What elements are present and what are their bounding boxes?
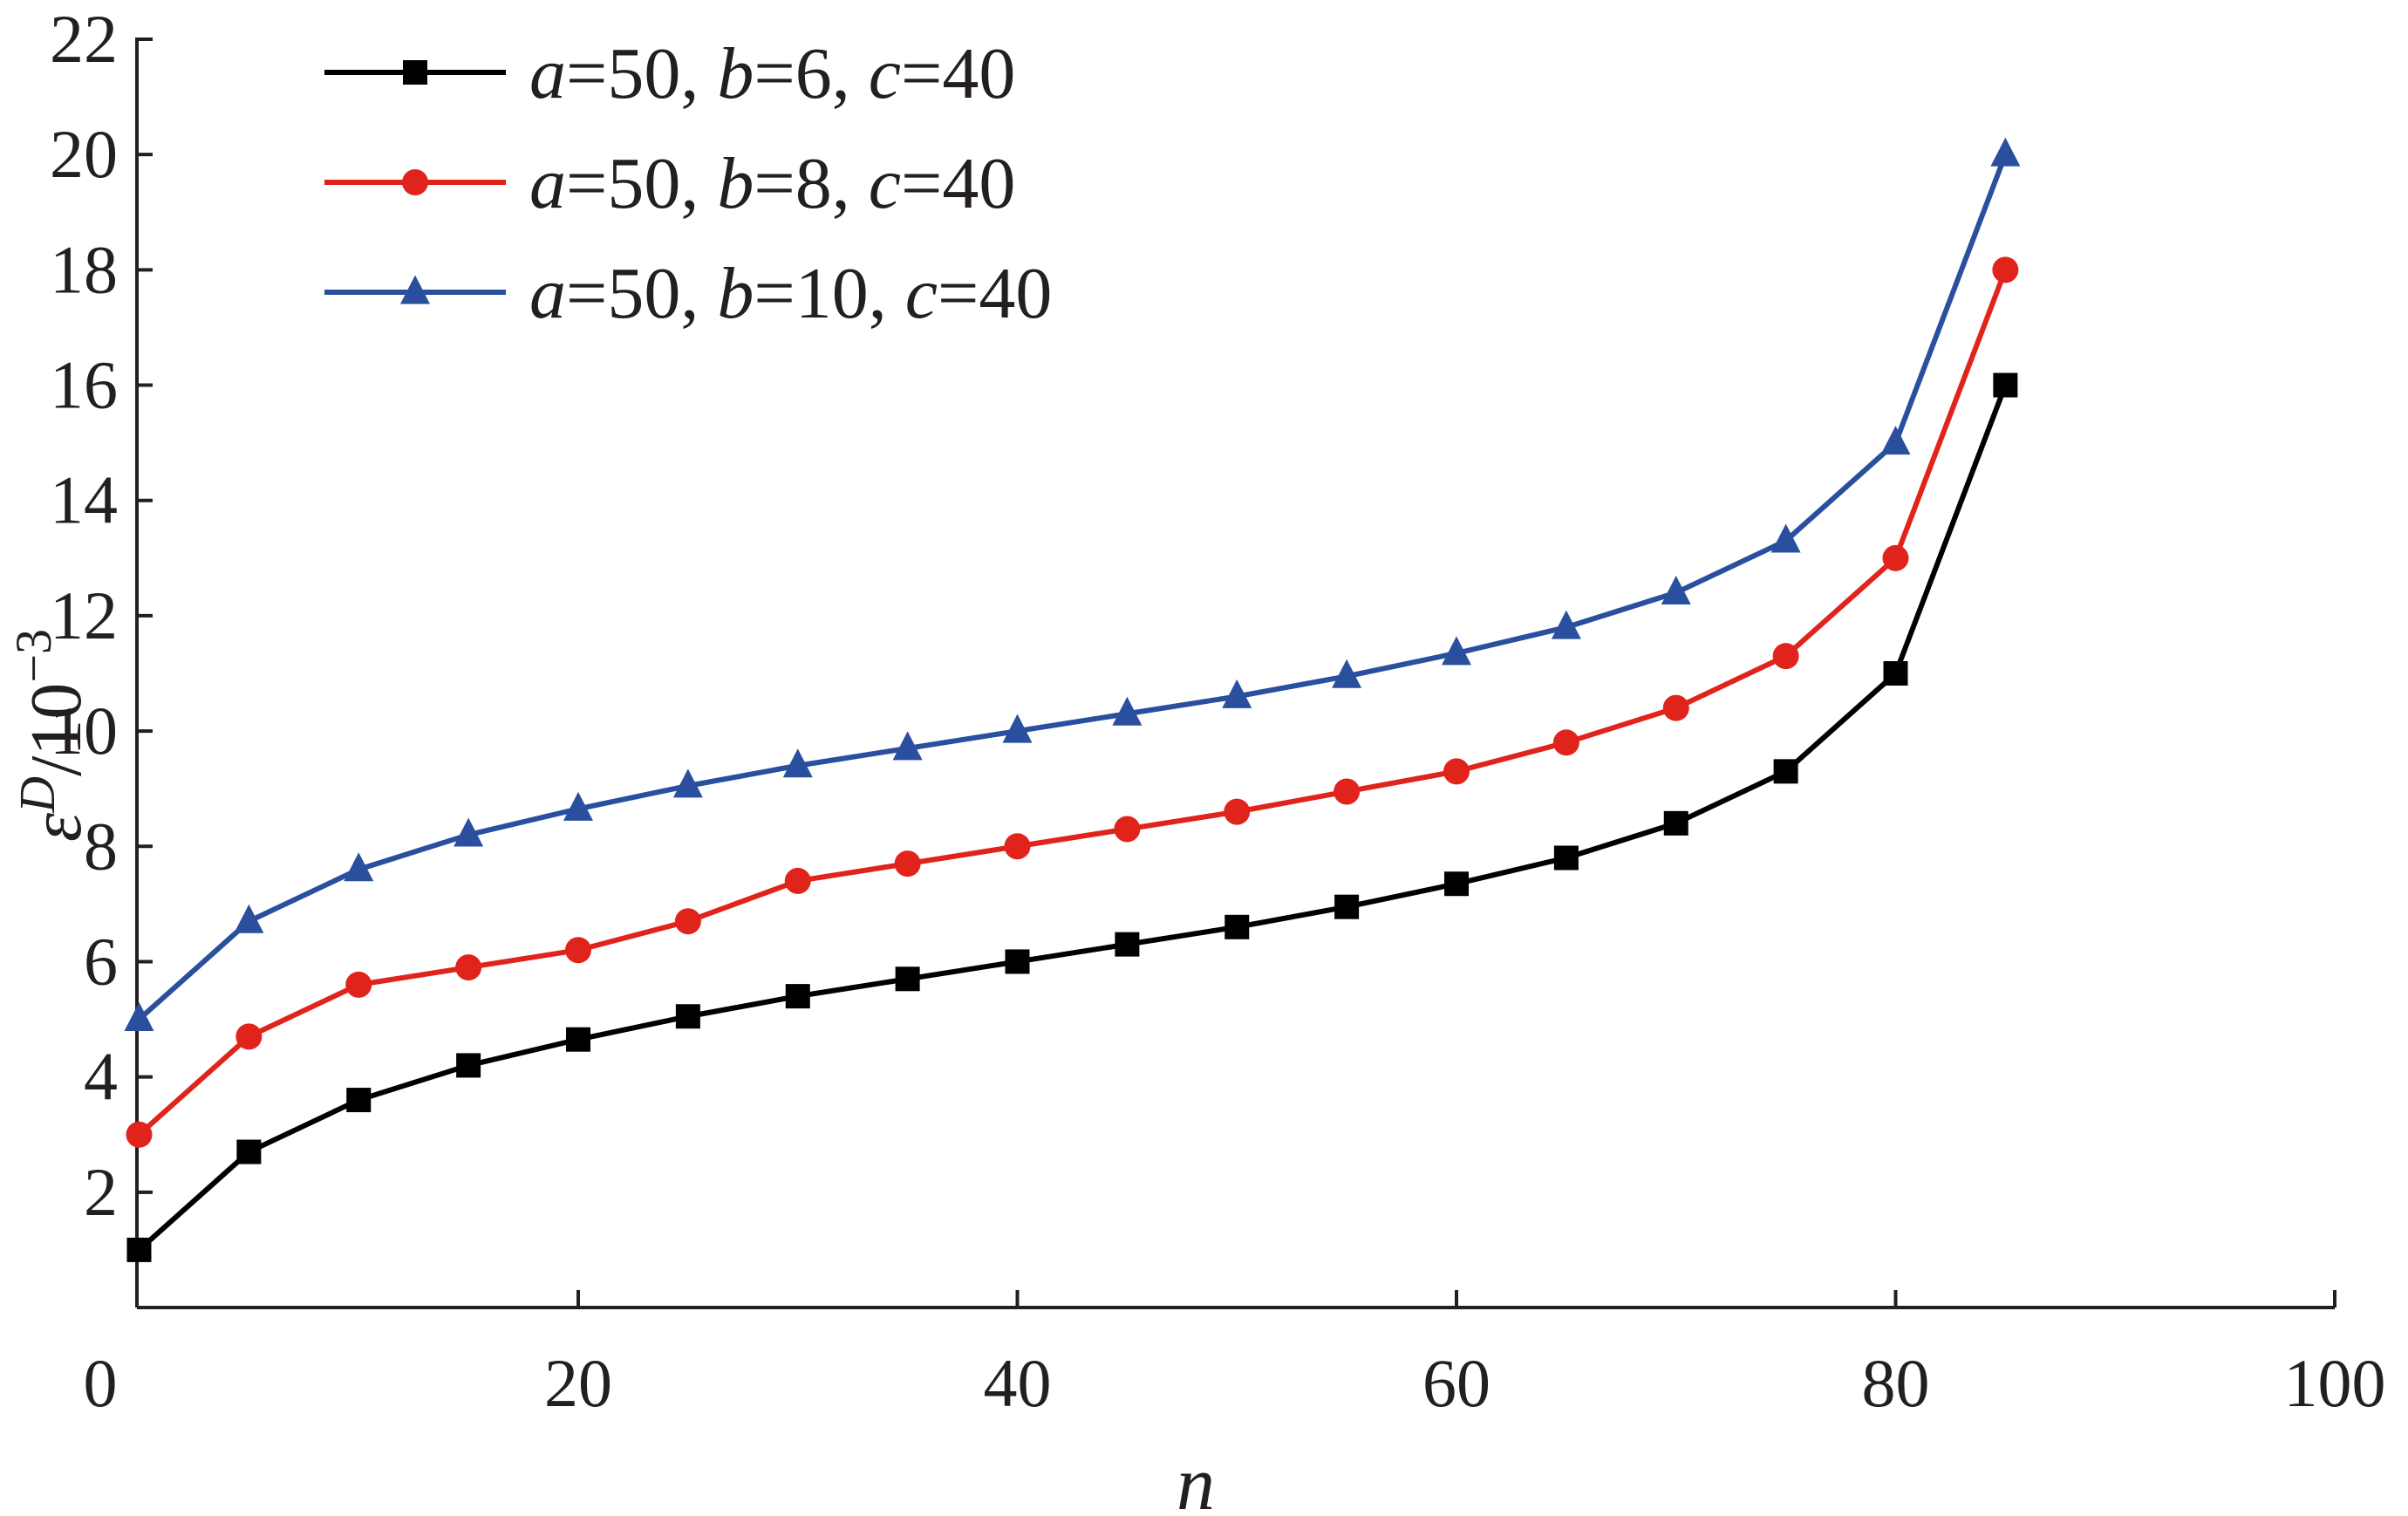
data-point — [456, 1053, 481, 1078]
legend-entry-2: a=50, b=8, c=40 — [324, 143, 1015, 224]
legend-label: a=50, b=6, c=40 — [529, 33, 1015, 114]
data-point — [1222, 679, 1252, 708]
data-point — [124, 1002, 154, 1032]
data-point — [1663, 810, 1688, 836]
y-tick-label: 22 — [50, 1, 118, 77]
data-point — [1114, 816, 1141, 843]
x-tick-label: 20 — [544, 1345, 612, 1421]
data-point — [1551, 610, 1581, 639]
data-point — [344, 852, 374, 882]
data-point — [1442, 636, 1471, 666]
y-tick-label: 10 — [50, 693, 118, 768]
data-point — [1115, 932, 1140, 957]
data-point — [345, 971, 372, 998]
data-point — [566, 1027, 590, 1052]
y-tick-label: 2 — [84, 1154, 118, 1230]
data-point — [1444, 871, 1469, 897]
y-tick-label: 12 — [50, 577, 118, 653]
data-point — [455, 954, 482, 981]
data-point — [892, 731, 923, 761]
y-tick-label: 8 — [84, 808, 118, 884]
data-point — [1224, 798, 1251, 825]
plot-area — [124, 137, 2021, 1262]
data-point — [454, 817, 484, 847]
legend-marker — [400, 275, 430, 304]
y-axis-title: εD/10−3 — [5, 629, 97, 842]
data-point — [895, 966, 920, 992]
data-point — [565, 937, 591, 964]
legend-entry-3: a=50, b=10, c=40 — [324, 253, 1052, 334]
legend: a=50, b=6, c=40 a=50, b=8, c=40 a=50, b=10… — [324, 33, 1052, 334]
data-point — [1773, 759, 1798, 784]
data-point — [675, 1004, 700, 1029]
y-tick-label: 18 — [50, 231, 118, 307]
data-point — [1334, 778, 1361, 805]
series-line — [137, 154, 2009, 1021]
legend-marker — [403, 60, 427, 85]
x-tick-label: 40 — [984, 1345, 1052, 1421]
data-point — [1002, 714, 1033, 743]
data-point — [1224, 914, 1250, 939]
x-tick-label: 80 — [1862, 1345, 1930, 1421]
data-point — [1112, 696, 1143, 726]
data-point — [1882, 544, 1909, 571]
series-line — [137, 384, 2009, 1253]
series-3 — [124, 137, 2021, 1032]
data-point — [563, 791, 593, 821]
data-point — [1662, 694, 1689, 721]
data-point — [1004, 833, 1031, 860]
y-tick-label: 20 — [50, 116, 118, 192]
axes: 2 4 6 8 10 12 14 16 18 20 22 0 20 40 60 80 100 n εD/10−3 — [5, 1, 2386, 1516]
data-point — [1883, 661, 1908, 686]
data-point — [1334, 894, 1360, 919]
y-tick-label: 16 — [50, 347, 118, 423]
data-point — [782, 748, 813, 778]
x-tick-label: 0 — [84, 1345, 118, 1421]
data-point — [674, 908, 701, 935]
data-point — [236, 1139, 262, 1164]
data-point — [1552, 729, 1579, 756]
legend-entry-1: a=50, b=6, c=40 — [324, 33, 1015, 114]
y-tick-label: 6 — [84, 923, 118, 999]
data-point — [235, 1023, 263, 1050]
data-point — [894, 850, 921, 878]
data-point — [346, 1088, 372, 1113]
data-point — [1770, 523, 1801, 553]
data-point — [126, 1237, 152, 1262]
data-point — [126, 1121, 153, 1148]
data-point — [1661, 575, 1691, 604]
legend-label: a=50, b=8, c=40 — [529, 143, 1015, 224]
data-point — [785, 984, 810, 1009]
data-point — [1880, 426, 1911, 455]
legend-marker — [402, 169, 428, 195]
y-tick-label: 14 — [50, 462, 118, 538]
data-point — [1553, 845, 1579, 871]
data-point — [1992, 256, 2019, 283]
x-tick-label: 60 — [1422, 1345, 1491, 1421]
data-point — [1993, 372, 2018, 398]
data-point — [234, 904, 264, 933]
data-point — [1990, 137, 2021, 167]
x-axis-title: n — [1177, 1442, 1215, 1516]
data-point — [1772, 643, 1799, 670]
data-point — [1332, 659, 1362, 688]
series-line — [137, 269, 2009, 1137]
data-point — [784, 867, 811, 894]
data-point — [1443, 758, 1470, 785]
y-tick-label: 4 — [84, 1039, 118, 1115]
data-point — [1005, 949, 1030, 974]
legend-label: a=50, b=10, c=40 — [529, 253, 1052, 334]
data-point — [672, 768, 703, 798]
series-2 — [126, 256, 2019, 1148]
x-tick-label: 100 — [2284, 1345, 2386, 1421]
series-1 — [126, 372, 2018, 1262]
